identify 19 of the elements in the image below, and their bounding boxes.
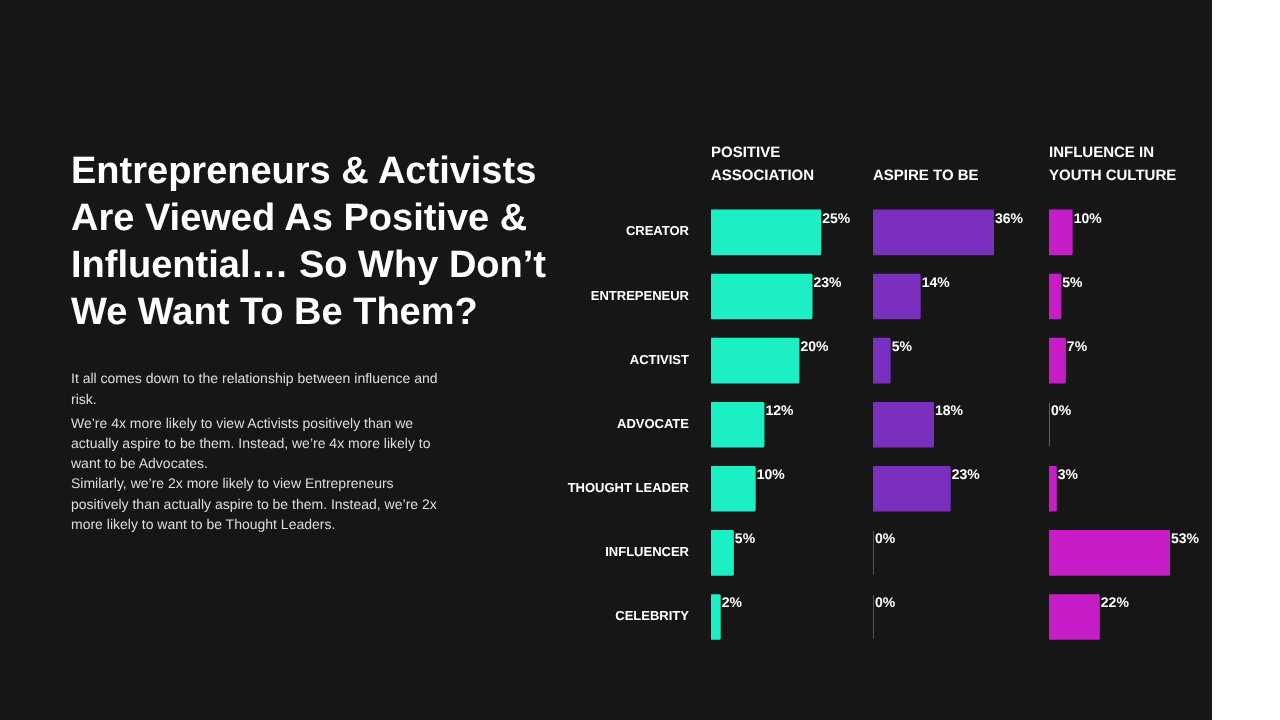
bar — [711, 530, 734, 576]
bar — [1049, 273, 1062, 320]
bar — [711, 337, 800, 384]
bar — [1049, 594, 1100, 640]
bar — [711, 465, 756, 512]
bar — [711, 401, 765, 448]
bar — [711, 209, 822, 256]
bar — [873, 273, 921, 320]
bar — [873, 465, 951, 512]
bar — [1049, 530, 1170, 576]
bar — [711, 273, 813, 320]
text: Entrepreneurs & Activists Are Viewed As Positive & Influential… So Why Don’t We Want To Be Them? — [71, 150, 548, 334]
bar — [711, 594, 721, 640]
bar — [1049, 209, 1073, 256]
bar — [873, 337, 891, 384]
bar — [1049, 465, 1057, 512]
bar — [1049, 337, 1066, 384]
bar — [873, 209, 994, 256]
bar — [873, 401, 934, 448]
